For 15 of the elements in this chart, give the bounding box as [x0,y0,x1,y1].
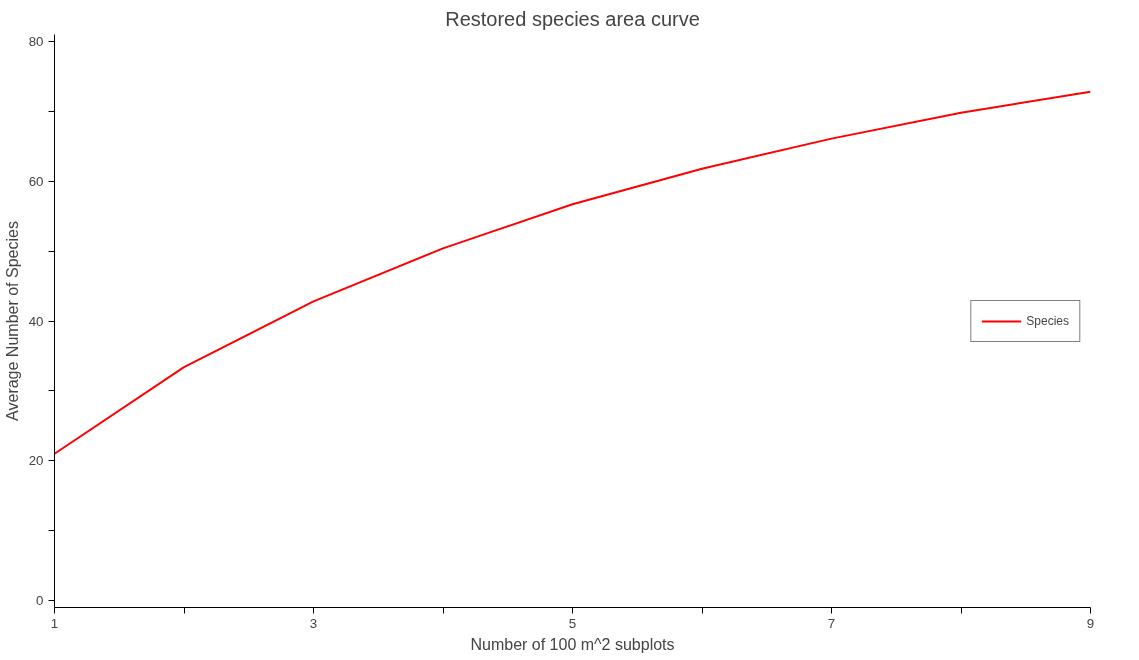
y-tick-label: 80 [28,33,44,49]
y-tick-label: 60 [28,173,44,189]
x-tick-label: 9 [1086,615,1095,631]
x-tick-label: 7 [827,615,836,631]
y-tick-label: 40 [28,313,44,329]
x-axis-title: Number of 100 m^2 subplots [470,635,675,653]
y-axis-title: Average Number of Species [3,221,21,421]
y-tick-label: 20 [28,453,44,469]
y-tick-label: 0 [36,593,44,609]
x-tick-label: 5 [568,615,577,631]
line-series [54,90,1091,455]
chart-title: Restored species area curve [445,7,700,30]
x-tick-label: 3 [309,615,318,631]
x-tick-label: 1 [50,615,59,631]
legend-label: Species [1026,313,1069,328]
